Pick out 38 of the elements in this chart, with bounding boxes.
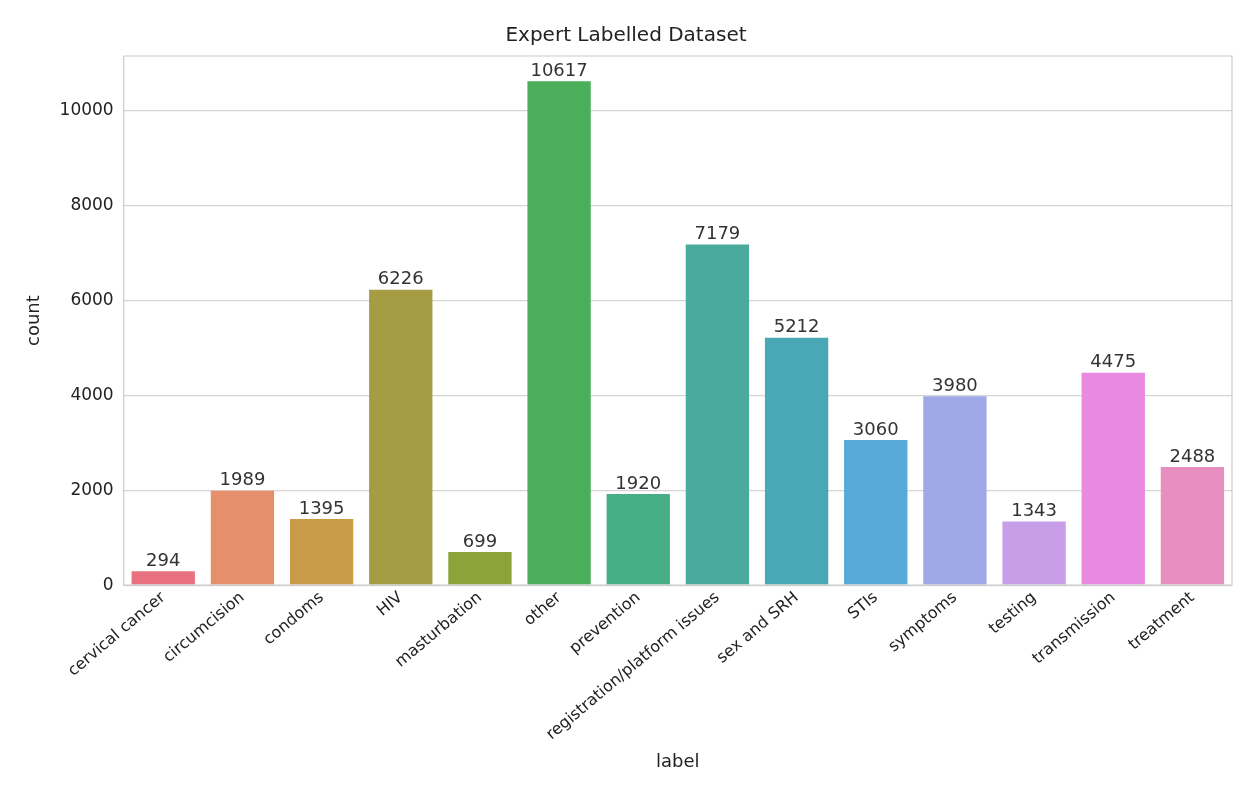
- bar: [1160, 467, 1225, 585]
- data-label: 1395: [298, 496, 345, 518]
- bar: [764, 337, 829, 585]
- data-label: 4475: [1090, 350, 1137, 372]
- data-label: 1920: [615, 471, 662, 493]
- y-tick-label: 10000: [59, 99, 114, 119]
- y-tick-label: 6000: [70, 288, 114, 309]
- data-label: 3060: [852, 417, 899, 439]
- bar: [606, 494, 670, 585]
- bar: [448, 551, 512, 585]
- data-label: 1989: [219, 468, 266, 490]
- data-label: 699: [462, 529, 498, 551]
- bar: [369, 289, 433, 585]
- bar: [527, 81, 591, 585]
- x-axis-title: label: [656, 749, 700, 771]
- bar: [131, 571, 195, 585]
- data-label: 5212: [773, 315, 820, 337]
- bar: [210, 490, 275, 585]
- x-tick-label: STIs: [843, 587, 881, 623]
- chart-title: Expert Labelled Dataset: [505, 22, 747, 47]
- bar: [685, 244, 750, 585]
- bar: [844, 439, 908, 585]
- data-label: 3980: [932, 373, 978, 395]
- data-label: 6226: [377, 267, 424, 289]
- bar: [1002, 521, 1066, 585]
- y-tick-label: 2000: [70, 478, 114, 499]
- data-label: 294: [146, 548, 181, 570]
- y-tick-label: 0: [102, 573, 114, 594]
- data-label: 7179: [694, 222, 741, 244]
- y-tick-label: 4000: [70, 383, 114, 404]
- y-axis-title: count: [22, 295, 44, 346]
- bar: [923, 396, 987, 585]
- y-tick-label: 8000: [70, 193, 114, 214]
- bar: [1081, 372, 1145, 585]
- data-label: 2488: [1169, 444, 1216, 466]
- bar: [289, 518, 354, 585]
- data-label: 1343: [1011, 499, 1057, 521]
- data-label: 10617: [530, 58, 588, 80]
